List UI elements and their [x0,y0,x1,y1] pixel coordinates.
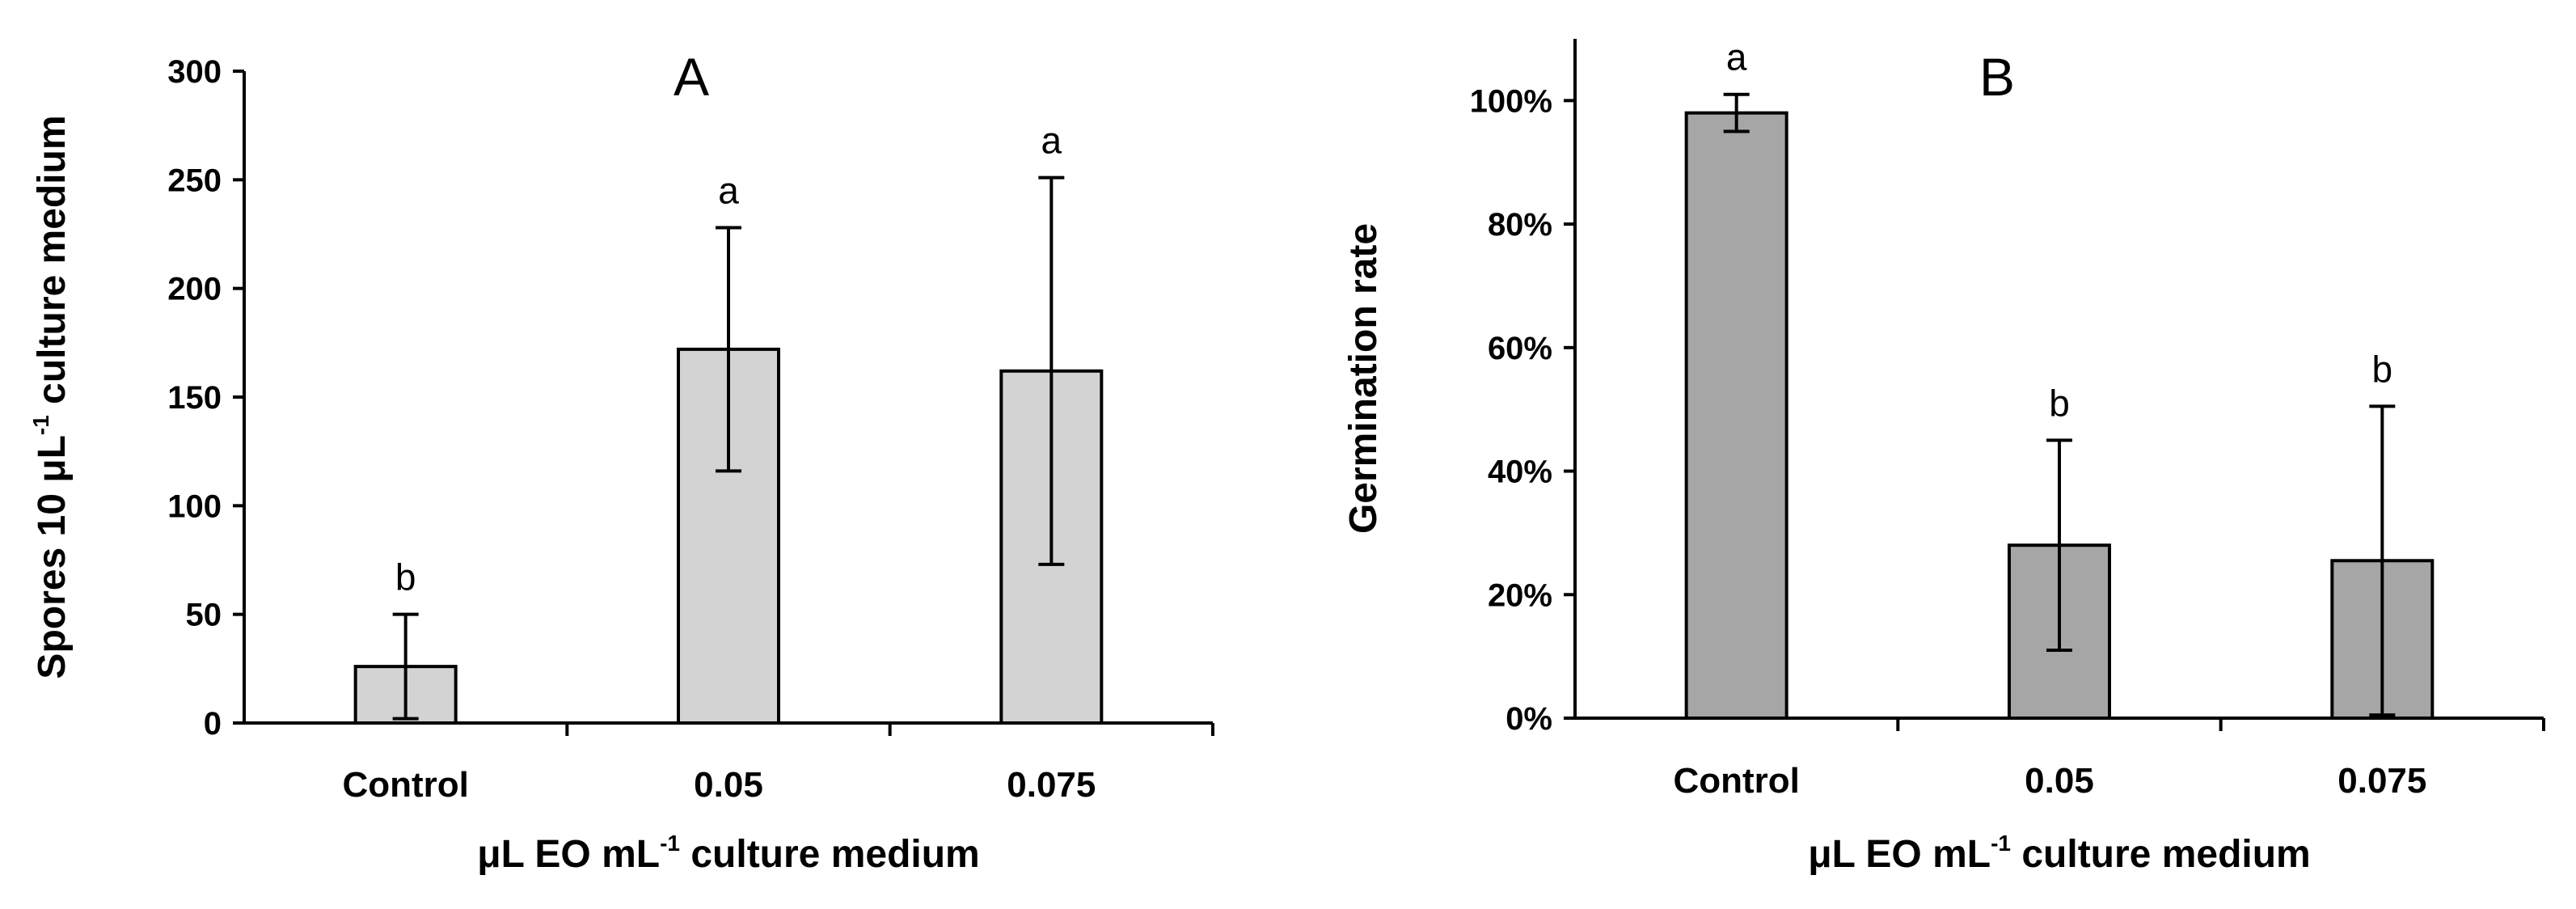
panel-b-germination-chart: 0% 20% 40% 60% 80% 100% a Control b 0.05 b 0.075 BμL… [1342,36,2545,876]
y-tick-label: 100 [167,488,222,524]
y-axis-title: Germination rate [1342,223,1385,534]
y-tick-label: 0 [204,706,222,742]
x-axis-title-text: culture medium [680,833,980,876]
x-axis-title-text: culture medium [2011,833,2311,876]
y-tick-label: 300 [167,54,222,90]
y-axis-title-text: Germination rate [1342,223,1385,534]
y-tick-label: 100% [1470,83,1552,119]
panel-label: B [1979,47,2015,107]
x-category-label: Control [1673,761,1799,801]
x-category-label: 0.075 [1007,765,1096,805]
y-axis-title-text: culture medium [31,115,74,415]
y-tick-label: 60% [1488,331,1552,366]
x-category-label: 0.05 [694,765,763,805]
x-category-label: 0.05 [2025,761,2094,801]
y-tick-label: 250 [167,163,222,198]
y-axis-title: Spores 10 μL-1 culture medium [28,115,74,679]
y-tick-label: 150 [167,380,222,416]
y-tick-label: 200 [167,272,222,307]
x-category-label: Control [342,765,468,805]
y-tick-label: 20% [1488,577,1552,613]
y-tick-label: 50 [186,598,222,633]
x-axis-title-superscript: -1 [1991,831,2011,856]
x-axis-title-superscript: -1 [660,831,680,856]
y-axis-title-superscript: -1 [28,415,53,435]
y-tick-label: 80% [1488,207,1552,243]
significance-letter: b [395,556,416,598]
x-axis-title: μL EO mL-1 culture medium [1808,831,2310,876]
y-axis-title-text: Spores 10 μL [31,435,74,679]
bar-Control [1684,111,1788,721]
significance-letter: a [1726,36,1747,78]
significance-letter: b [2049,382,2070,424]
panel-label: A [674,47,709,107]
significance-letter: a [718,169,739,211]
y-tick-label: 0% [1505,701,1552,737]
significance-letter: a [1041,120,1062,162]
x-axis-title-text: μL EO mL [477,833,660,876]
significance-letter: b [2372,348,2393,390]
x-axis-title-text: μL EO mL [1808,833,1991,876]
panel-a-spores-chart: 0 50 100 150 200 250 300 b Control a 0.05 a 0.075 AμL… [28,47,1214,876]
x-axis-title: μL EO mL-1 culture medium [477,831,979,876]
x-category-label: 0.075 [2337,761,2426,801]
y-tick-label: 40% [1488,454,1552,490]
